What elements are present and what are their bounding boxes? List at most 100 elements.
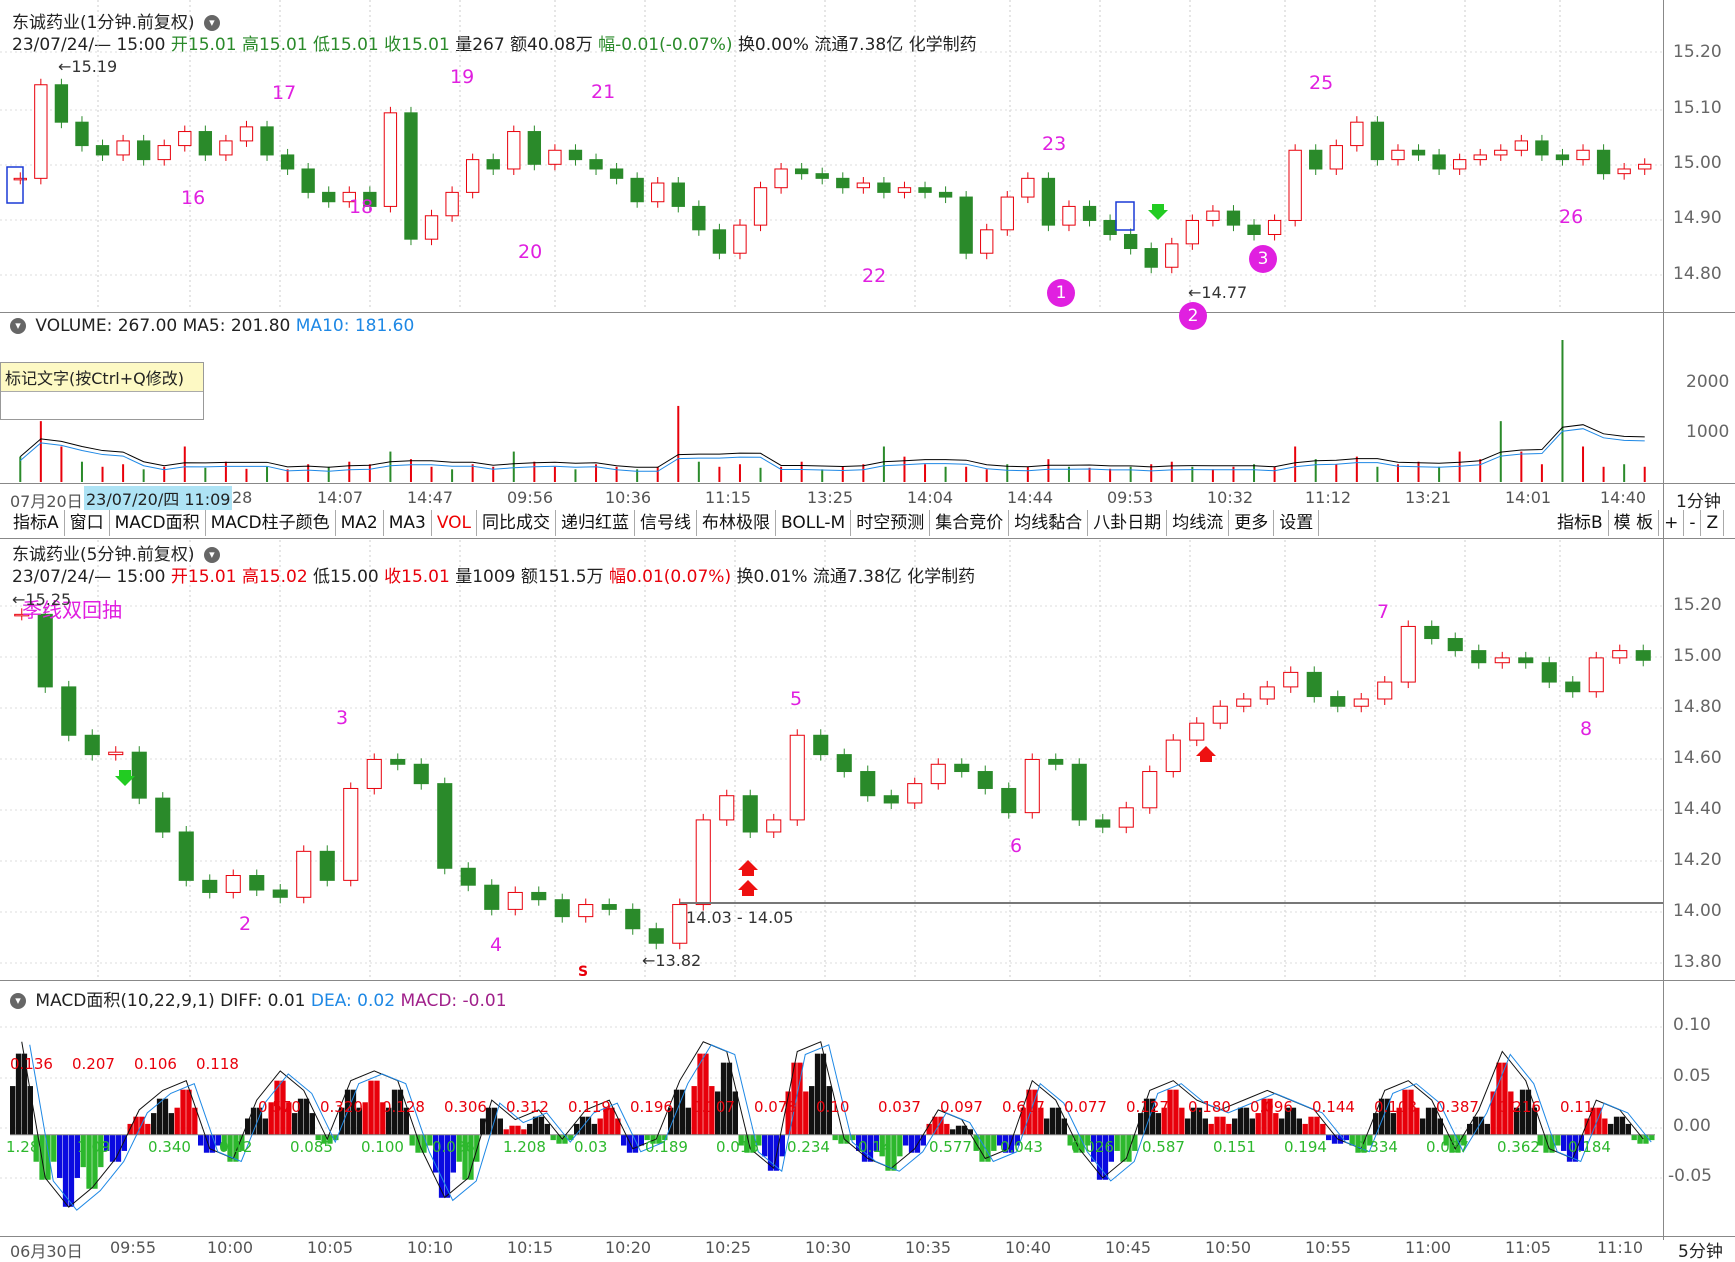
macd-bar	[1038, 1107, 1044, 1135]
macd-bar	[991, 1134, 997, 1151]
macd-bar	[356, 1107, 362, 1135]
volume-y-tick: 1000	[1686, 422, 1730, 442]
zoom-in-button[interactable]: +	[1659, 510, 1685, 536]
macd-green-value: 1.09	[77, 1138, 111, 1156]
toolbar-item[interactable]: 更多	[1229, 510, 1275, 536]
macd-bar	[485, 1107, 492, 1135]
top-candle	[507, 131, 521, 170]
macd-bar	[1226, 1123, 1232, 1135]
annotation-text: 季线双回抽	[22, 598, 122, 622]
volume-bar	[965, 466, 968, 482]
toolbar-item[interactable]: 指标A	[8, 510, 65, 536]
toolbar-item[interactable]: 窗口	[65, 510, 110, 536]
volume-bar	[348, 461, 351, 482]
panel-divider-3	[0, 538, 1735, 539]
macd-bar	[1026, 1089, 1032, 1135]
top-candle	[404, 112, 418, 240]
toolbar-item[interactable]: MA2	[336, 510, 384, 536]
toolbar-item[interactable]: 信号线	[635, 510, 698, 536]
bottom-candle	[907, 783, 923, 804]
macd-bar	[538, 1116, 545, 1135]
macd-bar	[1537, 1134, 1543, 1146]
macd-bar	[462, 1134, 468, 1180]
macd-bar	[274, 1080, 280, 1135]
bottom-candle	[1400, 625, 1416, 683]
bottom-candle	[1095, 819, 1111, 828]
peak-label: 23	[1042, 133, 1067, 155]
volume-bar	[1540, 464, 1543, 482]
volume-x-label: 13:21	[1405, 488, 1452, 507]
top-candle	[1206, 210, 1220, 221]
toolbar-item[interactable]: MACD面积	[110, 510, 206, 536]
macd-bar	[550, 1134, 556, 1141]
toolbar-item[interactable]: MACD柱子颜色	[206, 510, 336, 536]
chevron-down-icon[interactable]: ▾	[203, 547, 220, 563]
macd-bar	[1572, 1134, 1579, 1162]
macd-dea: DEA: 0.02	[310, 991, 396, 1011]
macd-bar	[803, 1091, 809, 1135]
bottom-high-note: ←15.25	[12, 590, 72, 609]
volume-bar	[389, 451, 392, 482]
volume-bar	[1582, 446, 1585, 482]
macd-red-value: 0.107	[692, 1098, 735, 1116]
chevron-down-icon[interactable]: ▾	[10, 318, 26, 334]
chevron-down-icon[interactable]: ▾	[203, 15, 220, 31]
bottom-candle	[202, 879, 218, 893]
toolbar-item[interactable]: BOLL-M	[776, 510, 852, 536]
period-1min[interactable]: 1分钟	[1676, 492, 1721, 512]
bottom-info-line: 23/07/24/— 15:00 开15.01 高15.02 低15.00 收1…	[12, 562, 975, 587]
top-candle	[671, 182, 685, 207]
macd-label: MACD面积(10,22,9,1)	[35, 991, 215, 1011]
toolbar-item[interactable]: 设置	[1274, 510, 1320, 536]
volume-label: VOLUME: 267.00	[35, 316, 178, 336]
top-candle	[1576, 149, 1590, 161]
macd-bar	[1414, 1107, 1420, 1135]
macd-bar	[950, 1129, 956, 1135]
toolbar-item[interactable]: 八卦日期	[1088, 510, 1168, 536]
macd-bar	[838, 1134, 844, 1144]
peak-label: 6	[1010, 835, 1023, 857]
toolbar-item[interactable]: 均线流	[1167, 510, 1230, 536]
bottom-candle	[1283, 671, 1299, 688]
top-candle	[342, 191, 356, 203]
bottom-y-tick: 14.60	[1673, 748, 1722, 768]
z-button[interactable]: Z	[1701, 510, 1725, 536]
chevron-down-icon[interactable]: ▾	[10, 993, 26, 1009]
buy-arrow-icon	[1196, 746, 1216, 762]
macd-bar	[80, 1134, 86, 1168]
top-candle	[794, 168, 809, 175]
toolbar-right-item[interactable]: 模 板	[1609, 510, 1660, 536]
macd-green-value: 0.100	[361, 1138, 404, 1156]
toolbar-item-selected[interactable]: VOL	[432, 510, 478, 536]
toolbar-item[interactable]: 均线黏合	[1009, 510, 1089, 536]
period-5min[interactable]: 5分钟	[1678, 1242, 1723, 1262]
volume-bar	[492, 466, 495, 482]
top-title: 东诚药业(1分钟.前复权)	[12, 13, 195, 33]
volume-bar	[327, 466, 330, 482]
macd-green-value: 0.12	[219, 1138, 253, 1156]
macd-bar	[333, 1134, 339, 1141]
toolbar-item[interactable]: 集合竞价	[930, 510, 1010, 536]
toolbar-item[interactable]: 递归红蓝	[556, 510, 636, 536]
macd-bar	[544, 1123, 550, 1135]
macd-bar	[562, 1134, 568, 1144]
top-low-note: ←14.77	[1188, 283, 1248, 302]
toolbar-item[interactable]: 布林极限	[697, 510, 777, 536]
top-header: 东诚药业(1分钟.前复权) ▾	[12, 8, 220, 33]
toolbar-right-item[interactable]: 指标B	[1552, 510, 1609, 536]
macd-red-value: 0.119	[568, 1098, 611, 1116]
toolbar-item[interactable]: MA3	[384, 510, 432, 536]
top-candle	[75, 121, 89, 147]
toolbar-item[interactable]: 同比成交	[477, 510, 557, 536]
macd-bar	[303, 1098, 310, 1135]
top-high-value: 15.19	[71, 57, 118, 76]
toolbar-item[interactable]: 时空预测	[851, 510, 931, 536]
zoom-out-button[interactable]: -	[1684, 510, 1702, 536]
top-candle	[1432, 154, 1446, 170]
macd-red-value: 0.570	[258, 1098, 301, 1116]
macd-bar	[1108, 1134, 1114, 1162]
macd-green-value: 0.234	[787, 1138, 830, 1156]
macd-bar	[867, 1134, 874, 1162]
macd-bar	[1073, 1134, 1079, 1153]
macd-bar	[1637, 1134, 1643, 1144]
